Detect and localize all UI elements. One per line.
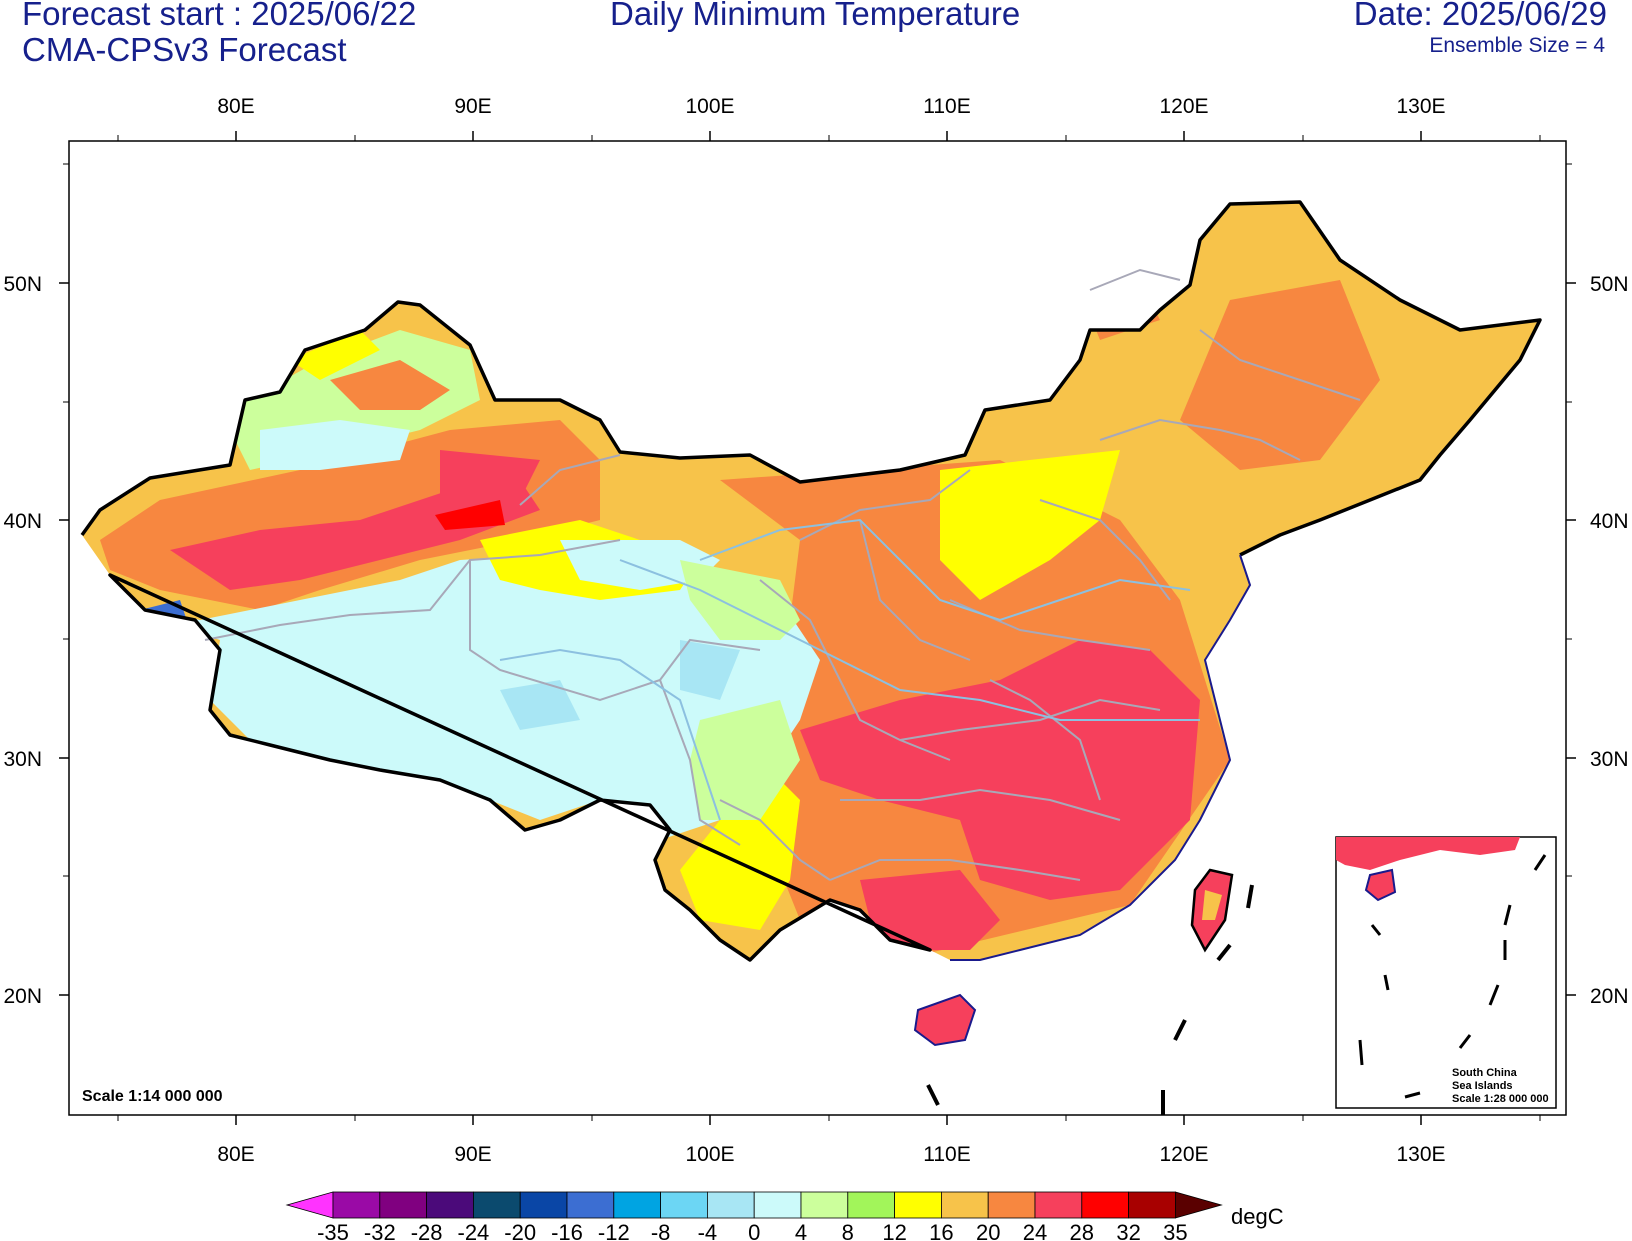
lon-label-top: 130E [1396, 95, 1445, 118]
inset-line2: Sea Islands [1452, 1080, 1513, 1092]
lat-label-left: 50N [3, 273, 42, 296]
colorbar-swatch [613, 1191, 661, 1219]
rivers [499, 518, 1200, 821]
lat-label-right: 40N [1590, 510, 1629, 533]
colorbar-swatch [472, 1191, 521, 1219]
national-border [80, 200, 1542, 962]
colorbar-tick-label: 35 [1163, 1220, 1187, 1241]
colorbar-swatch [1034, 1191, 1083, 1219]
date-label: Date: 2025/06/29 [1353, 0, 1607, 32]
colorbar-swatch [800, 1191, 849, 1219]
lat-label-left: 30N [3, 748, 42, 771]
colorbar-swatch [660, 1191, 708, 1219]
lon-label-top: 120E [1159, 95, 1208, 118]
forecast-start-label: Forecast start : 2025/06/22 [22, 0, 417, 32]
lon-label-bottom: 130E [1396, 1143, 1445, 1166]
colorbar-unit: degC [1231, 1204, 1284, 1229]
lon-label-bottom: 110E [923, 1143, 971, 1166]
axis-ticks: 80E 80E 90E 90E 100E 100E 110E 110E 120E 120E 130E… [3, 95, 1628, 1166]
colorbar-tick-label: 32 [1116, 1220, 1140, 1241]
inset-line1: South China [1452, 1067, 1518, 1079]
colorbar-swatch [753, 1191, 802, 1219]
colorbar-tick-label: 12 [882, 1220, 906, 1241]
lon-label-top: 100E [685, 95, 734, 118]
colorbar-swatch [941, 1191, 989, 1219]
colorbar-tick-label: -12 [598, 1220, 630, 1241]
lon-label-bottom: 80E [217, 1143, 254, 1166]
nine-dash-line [926, 884, 1254, 1115]
colorbar-tick-label: -16 [551, 1220, 583, 1241]
colorbar-arrow-low [285, 1191, 334, 1219]
colorbar-tick-label: -32 [364, 1220, 396, 1241]
colorbar-tick-label: -8 [651, 1220, 671, 1241]
colorbar-tick-label: -28 [411, 1220, 443, 1241]
colorbar-swatch [894, 1191, 942, 1219]
lon-label-top: 80E [217, 95, 254, 118]
map-scale-label: Scale 1:14 000 000 [82, 1088, 223, 1105]
colorbar-swatch [332, 1191, 381, 1219]
colorbar: -35 -32 -28 -24 -20 -16 -12 -8 -4 0 4 8 12 16 20 24 28 32… [285, 1191, 1223, 1241]
colorbar-swatch [707, 1191, 755, 1219]
colorbar-tick-label: 0 [748, 1220, 760, 1241]
colorbar-swatch [987, 1191, 1036, 1219]
province-boundaries [204, 268, 1361, 881]
colorbar-tick-label: -24 [458, 1220, 490, 1241]
ensemble-size-label: Ensemble Size = 4 [1429, 34, 1605, 57]
colorbar-tick-label: -35 [317, 1220, 349, 1241]
colorbar-tick-label: 28 [1070, 1220, 1094, 1241]
model-label: CMA-CPSv3 Forecast [22, 31, 347, 68]
lon-label-bottom: 100E [685, 1143, 734, 1166]
colorbar-swatch [1081, 1191, 1130, 1219]
colorbar-tick-label: -4 [698, 1220, 718, 1241]
colorbar-tick-label: 8 [842, 1220, 854, 1241]
coastline [950, 554, 1252, 961]
lat-label-right: 50N [1590, 273, 1629, 296]
hainan-island [913, 993, 977, 1047]
colorbar-swatch [519, 1191, 568, 1219]
colorbar-swatch [426, 1191, 474, 1219]
colorbar-swatch [847, 1191, 895, 1219]
colorbar-swatch [566, 1191, 615, 1219]
south-china-sea-inset: South China Sea Islands Scale 1:28 000 0… [1335, 836, 1557, 1109]
lon-label-bottom: 120E [1159, 1143, 1208, 1166]
lat-label-right: 20N [1590, 985, 1629, 1008]
lon-label-bottom: 90E [454, 1143, 491, 1166]
lat-label-left: 40N [3, 510, 42, 533]
colorbar-tick-label: 16 [929, 1220, 953, 1241]
colorbar-tick-label: 4 [795, 1220, 807, 1241]
lat-label-right: 30N [1590, 748, 1629, 771]
colorbar-tick-label: 20 [976, 1220, 1000, 1241]
colorbar-tick-label: 24 [1023, 1220, 1047, 1241]
colorbar-swatch [1128, 1191, 1176, 1219]
colorbar-swatch [379, 1191, 427, 1219]
lat-label-left: 20N [3, 985, 42, 1008]
inset-scale: Scale 1:28 000 000 [1452, 1093, 1549, 1105]
colorbar-tick-label: -20 [504, 1220, 536, 1241]
map-frame [68, 140, 1567, 1116]
lon-label-top: 90E [454, 95, 491, 118]
lon-label-top: 110E [923, 95, 971, 118]
colorbar-arrow-high [1175, 1191, 1223, 1219]
map-title: Daily Minimum Temperature [610, 0, 1021, 32]
